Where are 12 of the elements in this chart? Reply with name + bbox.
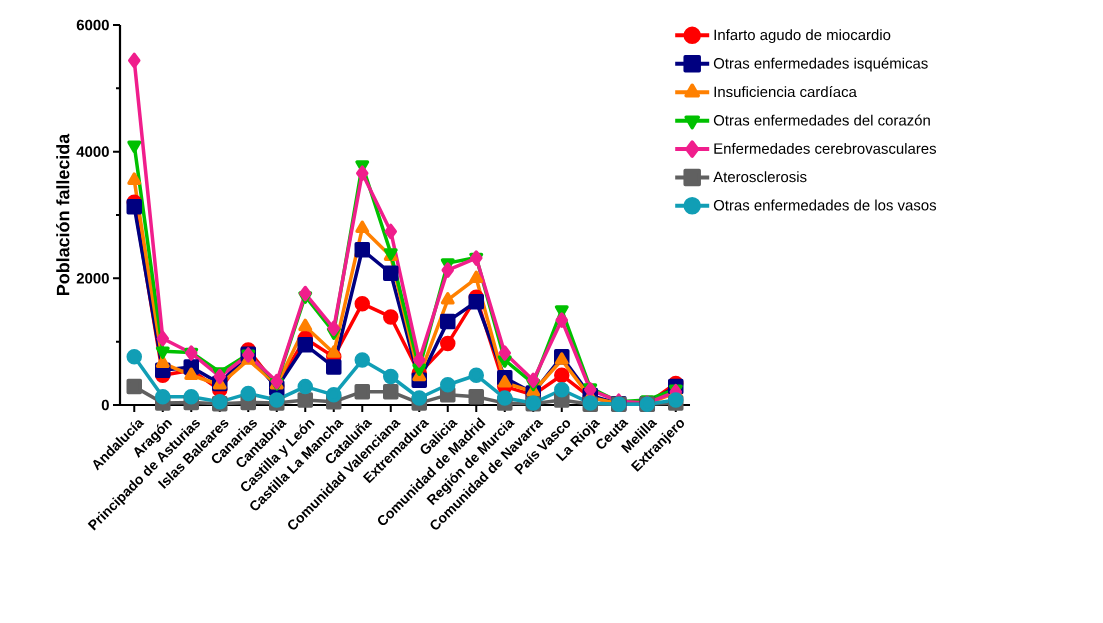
legend-label: Enfermedades cerebrovasculares	[714, 142, 937, 154]
y-tick-label: 0	[101, 399, 109, 411]
y-tick-label: 2000	[76, 273, 109, 284]
legend-label: Otras enfermedades de los vasos	[713, 199, 937, 211]
legend-label: Otras enfermedades del corazón	[713, 114, 930, 126]
legend-label: Otras enfermedades isquémicas	[713, 57, 928, 72]
y-axis-title: Población fallecida	[56, 133, 70, 295]
legend-label: Aterosclerosis	[713, 171, 807, 183]
y-tick-label: 6000	[76, 19, 109, 31]
y-tick-label: 4000	[76, 146, 109, 157]
legend-label: Infarto agudo de miocardio	[714, 29, 891, 44]
legend-label: Insuficiencia cardíaca	[714, 85, 857, 98]
